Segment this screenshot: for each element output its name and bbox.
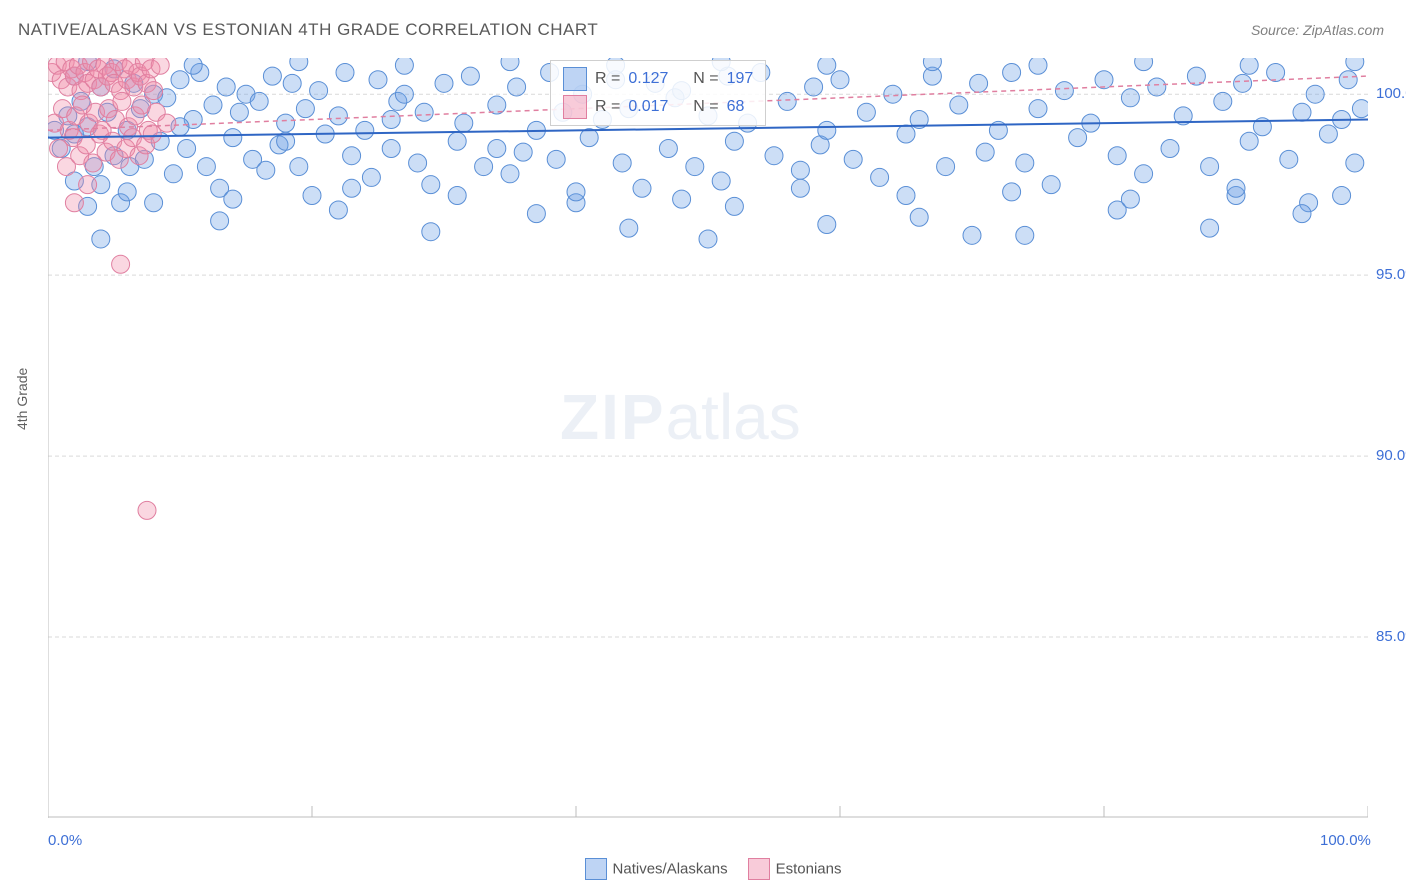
correlation-box: R =0.127 N =197R =0.017 N = 68 <box>550 60 766 126</box>
y-tick-label: 85.0% <box>1376 628 1406 645</box>
y-axis-label: 4th Grade <box>14 368 30 430</box>
correlation-row: R =0.127 N =197 <box>559 65 757 93</box>
legend: Natives/Alaskans Estonians <box>0 858 1406 880</box>
chart-title: NATIVE/ALASKAN VS ESTONIAN 4TH GRADE COR… <box>18 20 598 40</box>
scatter-plot <box>48 58 1368 818</box>
x-tick-label: 100.0% <box>1320 832 1371 849</box>
legend-swatch <box>585 858 607 880</box>
y-tick-label: 95.0% <box>1376 266 1406 283</box>
legend-label: Estonians <box>776 861 842 878</box>
series-swatch <box>563 67 587 91</box>
legend-label: Natives/Alaskans <box>613 861 728 878</box>
legend-swatch <box>748 858 770 880</box>
plot-svg <box>48 58 1368 818</box>
x-tick-label: 0.0% <box>48 832 82 849</box>
y-tick-label: 90.0% <box>1376 447 1406 464</box>
correlation-row: R =0.017 N = 68 <box>559 93 757 121</box>
y-tick-label: 100.0% <box>1376 85 1406 102</box>
series-swatch <box>563 95 587 119</box>
source-attribution: Source: ZipAtlas.com <box>1251 22 1384 38</box>
